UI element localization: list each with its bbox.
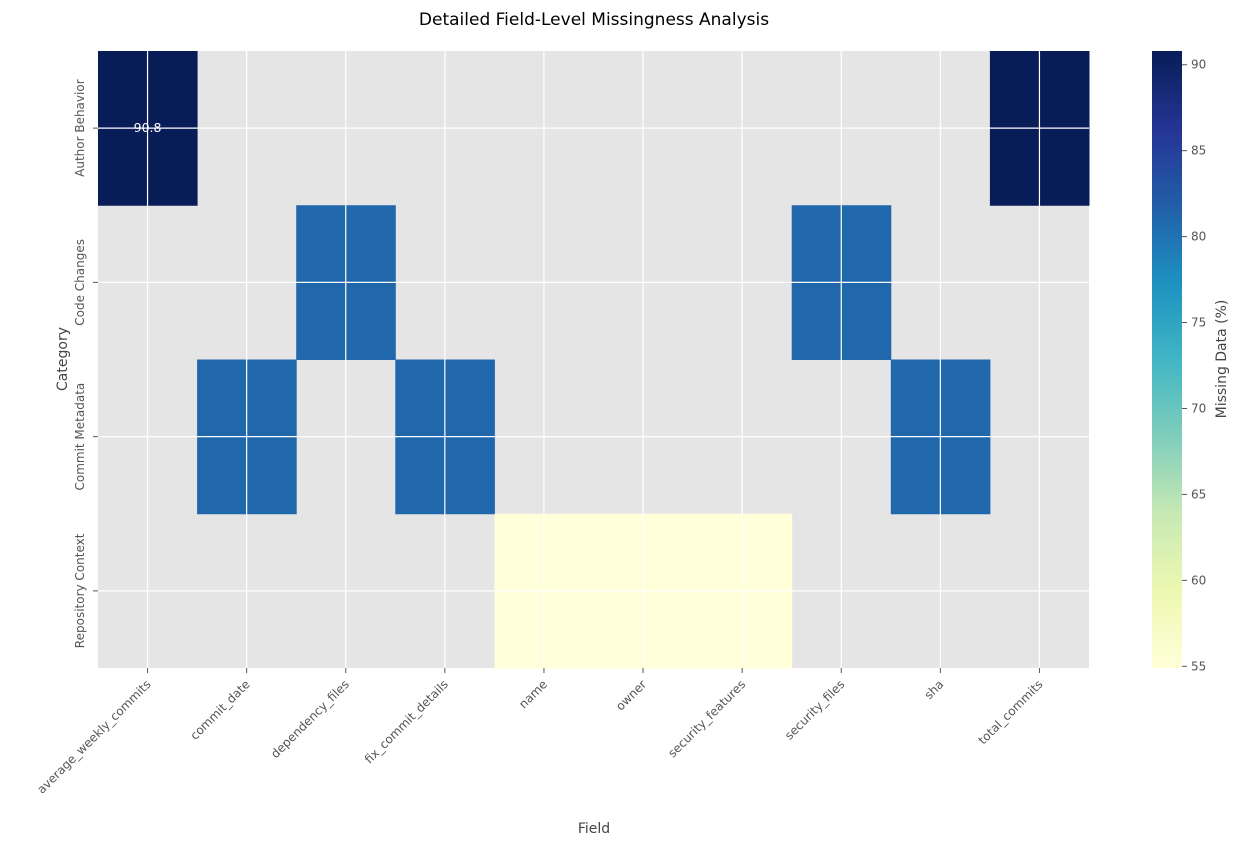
x-tick-label: owner <box>613 677 649 713</box>
x-axis-label: Field <box>578 821 610 837</box>
x-tick-label: name <box>516 677 550 711</box>
colorbar-tick-label: 60 <box>1191 573 1206 587</box>
chart-title: Detailed Field-Level Missingness Analysi… <box>419 10 769 30</box>
y-tick-label: Author Behavior <box>73 79 87 177</box>
x-tick-label: security_features <box>665 677 748 760</box>
colorbar-tick-label: 55 <box>1191 659 1206 673</box>
x-tick-label: security_files <box>782 677 847 742</box>
colorbar-tick-label: 80 <box>1191 230 1206 244</box>
x-tick-label: total_commits <box>976 677 1046 747</box>
colorbar-tick-label: 70 <box>1191 401 1206 415</box>
colorbar <box>1152 51 1182 668</box>
x-tick-label: commit_date <box>187 677 252 742</box>
y-axis-ticks: Author Behavior Code Changes Commit Metada… <box>73 79 98 648</box>
x-tick-label: fix_commit_details <box>362 677 451 766</box>
x-tick-label: sha <box>922 677 947 702</box>
y-tick-label: Code Changes <box>73 239 87 326</box>
colorbar-label: Missing Data (%) <box>1214 300 1230 419</box>
y-tick-label: Repository Context <box>73 533 87 648</box>
grid-lines <box>98 51 1089 668</box>
y-tick-label: Commit Metadata <box>73 383 87 491</box>
y-axis-label: Category <box>55 327 71 391</box>
colorbar-tick-label: 65 <box>1191 487 1206 501</box>
x-tick-label: dependency_files <box>268 677 352 761</box>
colorbar-tick-label: 90 <box>1191 58 1206 72</box>
x-axis-ticks: average_weekly_commits commit_date depende… <box>34 668 1046 797</box>
colorbar-tick-label: 85 <box>1191 144 1206 158</box>
colorbar-ticks: 55 60 65 70 75 80 85 90 <box>1182 58 1206 673</box>
cell-annotations: 90.8 <box>134 120 162 135</box>
colorbar-tick-label: 75 <box>1191 316 1206 330</box>
x-tick-label: average_weekly_commits <box>34 677 153 796</box>
cell-annotation: 90.8 <box>134 120 162 135</box>
